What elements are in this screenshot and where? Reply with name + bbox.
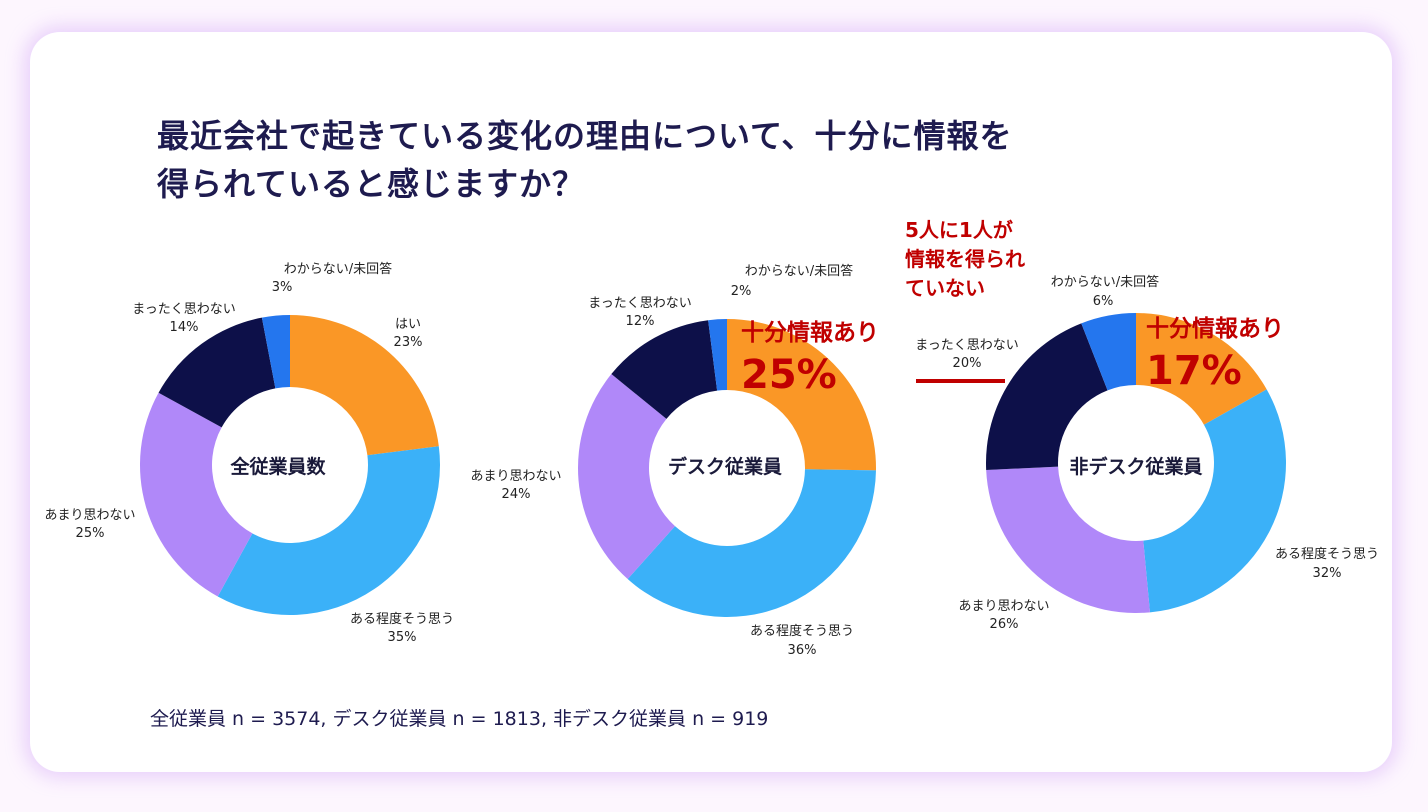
center-label-all: 全従業員数 xyxy=(229,455,326,478)
slice-2-mattaku xyxy=(986,323,1108,470)
value-nondesk-mattaku: 20% xyxy=(953,356,982,371)
donut-nondesk-employees: 非デスク従業員 ある程度そう思う 32% あまり思わない 26% まったく思わな… xyxy=(915,274,1379,632)
center-label-nondesk: 非デスク従業員 xyxy=(1069,455,1202,478)
slice-2-hai xyxy=(1136,313,1267,425)
label-nondesk-aru: ある程度そう思う xyxy=(1275,546,1379,562)
label-nondesk-mattaku: まったく思わない xyxy=(915,338,1018,353)
label-desk-amari: あまり思わない xyxy=(470,469,561,484)
slice-2-wakaranai xyxy=(1081,313,1136,391)
slice-1-wakaranai xyxy=(708,319,727,391)
slice-1-amari xyxy=(578,374,675,580)
value-all-hai: 23% xyxy=(394,335,423,350)
slice-2-aru xyxy=(1143,389,1286,613)
slice-2-amari xyxy=(986,466,1150,614)
annotation-line-2: 情報を得られ xyxy=(905,247,1025,271)
callout-nondesk-label: 十分情報あり xyxy=(1146,315,1284,342)
label-nondesk-amari: あまり思わない xyxy=(958,599,1049,614)
value-all-amari: 25% xyxy=(76,526,105,541)
value-desk-mattaku: 12% xyxy=(626,314,655,329)
value-desk-wakaranai: 2% xyxy=(731,284,752,299)
callout-desk-label: 十分情報あり xyxy=(741,319,879,346)
value-nondesk-amari: 26% xyxy=(990,617,1019,632)
slice-0-mattaku xyxy=(158,317,276,428)
label-all-wakaranai: わからない/未回答 xyxy=(284,261,392,277)
label-desk-mattaku: まったく思わない xyxy=(588,296,691,311)
label-all-aru: ある程度そう思う xyxy=(350,611,454,627)
chart-title: 最近会社で起きている変化の理由について、十分に情報を 得られていると感じますか？ xyxy=(157,112,1012,208)
annotation-line-1: 5人に1人が xyxy=(905,218,1013,242)
slice-1-hai xyxy=(727,319,877,471)
value-all-aru: 35% xyxy=(388,630,417,645)
value-all-mattaku: 14% xyxy=(170,320,199,335)
annotation-line-3: ていない xyxy=(905,276,985,300)
label-all-mattaku: まったく思わない xyxy=(132,302,235,317)
annotation-one-in-five: 5人に1人が 情報を得られ ていない xyxy=(905,218,1025,383)
value-all-wakaranai: 3% xyxy=(272,280,293,295)
slice-1-mattaku xyxy=(611,320,718,419)
slice-0-amari xyxy=(140,392,253,597)
label-all-hai: はい xyxy=(395,317,421,332)
sample-size-footnote: 全従業員 n = 3574, デスク従業員 n = 1813, 非デスク従業員 … xyxy=(150,708,769,730)
slide-card xyxy=(30,32,1392,772)
value-nondesk-aru: 32% xyxy=(1313,566,1342,581)
value-desk-aru: 36% xyxy=(788,643,817,658)
donut-all-employees: 全従業員数 はい 23% ある程度そう思う 35% あまり思わない 25% まっ… xyxy=(44,261,454,645)
label-desk-aru: ある程度そう思う xyxy=(750,623,854,639)
label-nondesk-wakaranai: わからない/未回答 xyxy=(1051,274,1159,290)
slice-0-aru xyxy=(217,446,440,616)
callout-nondesk-value: 17% xyxy=(1146,348,1242,394)
title-line-2: 得られていると感じますか？ xyxy=(157,165,586,203)
donut-desk-employees: デスク従業員 ある程度そう思う 36% あまり思わない 24% まったく思わない… xyxy=(470,263,879,658)
slice-0-hai xyxy=(290,315,439,456)
value-desk-amari: 24% xyxy=(502,487,531,502)
label-all-amari: あまり思わない xyxy=(44,508,135,523)
slice-1-aru xyxy=(627,469,876,617)
label-desk-wakaranai: わからない/未回答 xyxy=(745,263,853,279)
callout-desk-value: 25% xyxy=(741,352,837,398)
title-line-1: 最近会社で起きている変化の理由について、十分に情報を xyxy=(157,117,1013,155)
center-label-desk: デスク従業員 xyxy=(668,455,782,478)
value-nondesk-wakaranai: 6% xyxy=(1093,294,1114,309)
slice-0-wakaranai xyxy=(261,315,290,389)
